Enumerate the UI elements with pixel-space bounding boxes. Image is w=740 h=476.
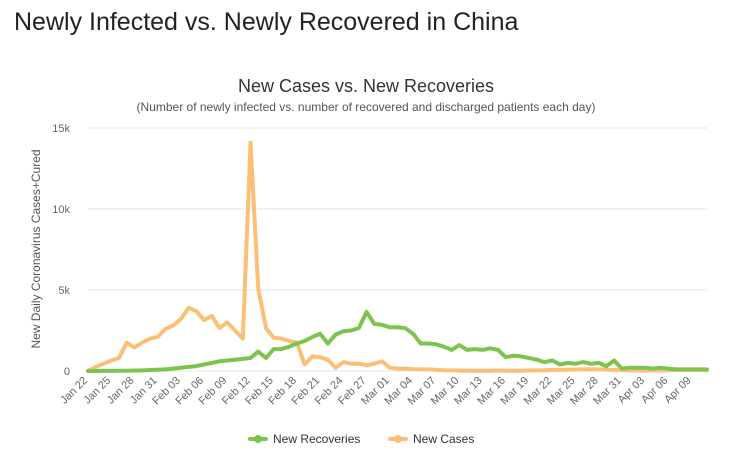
y-axis-title: New Daily Coronavirus Cases+Cured [29, 149, 43, 348]
series-lines [86, 140, 709, 373]
y-tick-label: 10k [52, 204, 70, 216]
x-tick-label: Apr 09 [662, 375, 693, 406]
legend-marker [394, 435, 402, 443]
legend-marker [254, 435, 262, 443]
chart-subtitle: (Number of newly infected vs. number of … [137, 100, 596, 114]
legend-item-new-cases[interactable]: New Cases [388, 432, 474, 446]
series-line-new-cases[interactable] [86, 140, 709, 373]
legend-label: New Recoveries [273, 432, 360, 446]
chart-title: New Cases vs. New Recoveries [238, 76, 494, 96]
y-tick-labels: 0 5k 10k 15k [52, 123, 70, 378]
y-gridlines [88, 127, 707, 372]
series-line-new-recoveries[interactable] [86, 309, 709, 373]
legend[interactable]: New Recoveries New Cases [248, 432, 474, 446]
page-heading: Newly Infected vs. Newly Recovered in Ch… [14, 8, 519, 36]
y-tick-label: 0 [64, 366, 70, 378]
y-tick-label: 5k [58, 285, 70, 297]
legend-item-new-recoveries[interactable]: New Recoveries [248, 432, 360, 446]
legend-label: New Cases [413, 432, 474, 446]
y-tick-label: 15k [52, 123, 70, 135]
